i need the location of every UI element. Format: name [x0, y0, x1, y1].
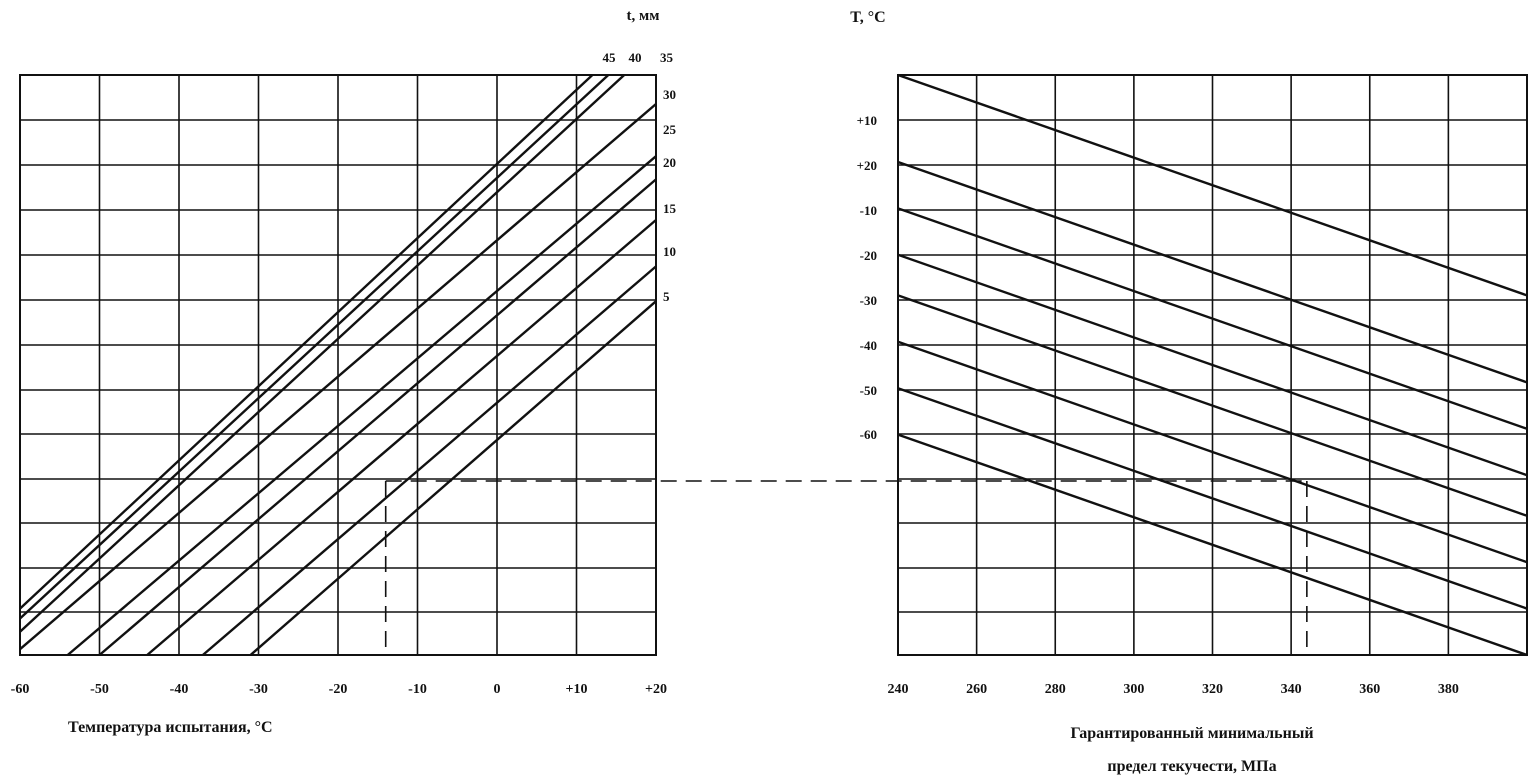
left-series-line-10: [202, 265, 657, 656]
left-x-tick-label: 0: [494, 682, 501, 697]
left-plot-frame: [19, 74, 657, 656]
left-x-tick-label: +10: [566, 682, 588, 697]
right-x-tick-label: 360: [1359, 682, 1380, 697]
right-x-tick-label: 320: [1202, 682, 1223, 697]
left-series-label: 30: [663, 87, 676, 102]
left-series-line-40: [19, 74, 610, 620]
left-top-label: t, мм: [627, 8, 660, 24]
right-series-line-1: [897, 73, 1528, 297]
left-x-tick-label: -60: [11, 682, 30, 697]
left-series-label: 45: [603, 50, 617, 65]
left-series-label: 35: [660, 50, 674, 65]
left-chart: -60 -50 -40 -30 -20 -10 0 +10 +20 45 40 35 30 25 20 15…: [11, 8, 677, 736]
left-series-label: 20: [663, 155, 676, 170]
left-series-label: 40: [629, 50, 642, 65]
right-series-line-4: [897, 253, 1528, 477]
left-x-tick-label: -20: [329, 682, 348, 697]
left-series-line-30: [19, 103, 657, 651]
right-y-ticks: +10 +20 -10 -20 -30 -40 -50 -60: [857, 113, 877, 442]
left-x-tick-label: -40: [170, 682, 189, 697]
right-series-line-7: [897, 387, 1528, 610]
right-y-tick-label: +20: [857, 158, 877, 173]
right-x-tick-label: 380: [1438, 682, 1459, 697]
left-series-line-20: [98, 178, 657, 656]
left-x-tick-label: -50: [90, 682, 109, 697]
left-series-label: 25: [663, 122, 677, 137]
left-series-group: [19, 74, 657, 656]
right-x-tick-label: 280: [1045, 682, 1066, 697]
left-x-tick-label: +20: [645, 682, 667, 697]
right-y-tick-label: +10: [857, 113, 877, 128]
right-y-tick-label: -40: [860, 338, 877, 353]
right-x-tick-label: 240: [888, 682, 909, 697]
right-x-ticks: 240 260 280 300 320 340 360 380: [888, 682, 1459, 697]
right-series-line-6: [897, 340, 1528, 564]
right-x-axis-title-line1: Гарантированный минимальный: [1070, 725, 1313, 742]
right-plot-frame: [897, 74, 1528, 656]
left-series-label: 15: [663, 201, 677, 216]
left-series-line-35: [19, 74, 626, 633]
left-series-labels: 45 40 35 30 25 20 15 10 5: [603, 50, 677, 304]
right-series-line-2: [897, 160, 1528, 384]
left-series-label: 5: [663, 289, 670, 304]
left-x-tick-label: -30: [249, 682, 268, 697]
left-series-label: 10: [663, 244, 676, 259]
right-y-tick-label: -20: [860, 248, 877, 263]
right-y-tick-label: -30: [860, 293, 877, 308]
right-x-axis-title-line2: предел текучести, МПа: [1107, 758, 1276, 775]
right-chart: 240 260 280 300 320 340 360 380 +10 +20 -10 -20 -30…: [850, 9, 1528, 775]
right-y-tick-label: -50: [860, 383, 877, 398]
left-series-line-15: [146, 219, 657, 656]
left-x-tick-label: -10: [408, 682, 427, 697]
right-y-axis-title: T, °C: [850, 9, 885, 26]
left-series-line-5: [249, 300, 657, 656]
left-series-line-45: [19, 74, 594, 610]
left-series-line-25: [66, 155, 657, 656]
right-y-tick-label: -60: [860, 427, 877, 442]
right-x-tick-label: 260: [966, 682, 987, 697]
example-guide-lines: [384, 480, 1308, 655]
left-x-ticks: -60 -50 -40 -30 -20 -10 0 +10 +20: [11, 682, 667, 697]
right-x-tick-label: 340: [1281, 682, 1302, 697]
right-y-tick-label: -10: [860, 203, 877, 218]
right-x-tick-label: 300: [1123, 682, 1144, 697]
right-series-line-8: [897, 433, 1528, 657]
left-x-axis-title: Температура испытания, °C: [68, 719, 273, 736]
right-series-line-5: [897, 294, 1528, 517]
right-series-line-3: [897, 207, 1528, 430]
right-series-group: [897, 73, 1528, 657]
